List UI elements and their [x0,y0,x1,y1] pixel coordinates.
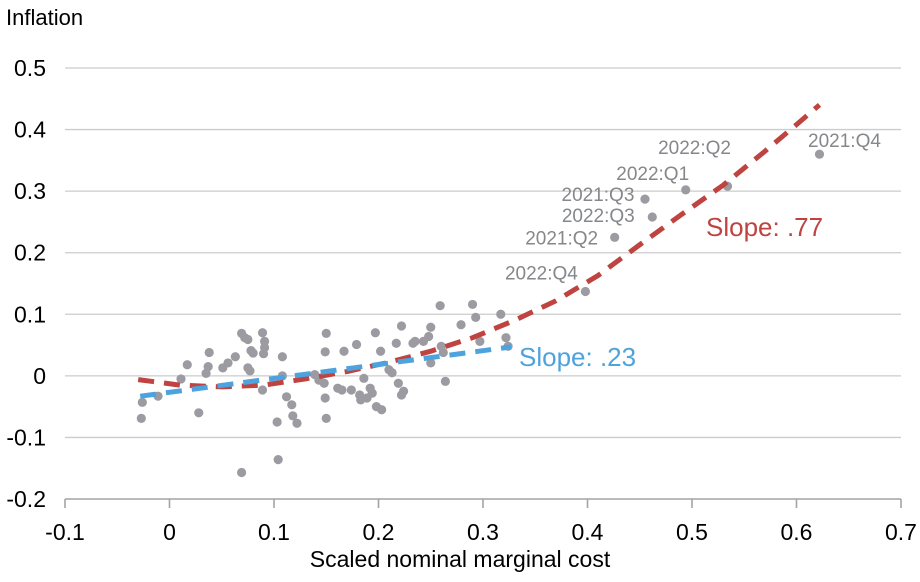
scatter-point [277,352,287,362]
point-label: 2022:Q3 [562,206,635,227]
scatter-point [281,392,292,402]
scatter-point-labeled [681,185,691,195]
x-tick-label: 0.7 [885,519,917,545]
scatter-point [398,386,409,396]
scatter-point [501,333,511,343]
y-tick-label: -0.2 [6,486,46,512]
y-tick-label: 0.3 [14,178,46,204]
x-tick-label: 0.5 [676,519,708,545]
scatter-point [223,358,233,368]
scatter-point [321,328,331,338]
blue-slope-annotation: Slope: .23 [519,342,637,372]
scatter-point [257,385,268,395]
scatter-point [351,339,362,350]
y-tick-label: -0.1 [6,424,46,450]
scatter-point [137,397,147,407]
scatter-point-labeled [580,286,591,297]
scatter-point [319,378,329,388]
scatter-point [136,413,146,423]
scatter-point [272,417,282,427]
scatter-point [257,328,268,338]
scatter-point [471,312,481,322]
scatter-point [370,328,380,338]
scatter-point [292,418,302,428]
x-tick-label: 0.3 [467,519,499,545]
scatter-point [203,362,213,372]
scatter-point [391,338,401,348]
scatter-point [320,393,330,403]
scatter-point-labeled [647,212,657,222]
scatter-point [496,309,506,319]
y-axis-title: Inflation [6,5,84,30]
point-label: 2021:Q3 [562,185,635,206]
scatter-point [375,346,386,356]
scatter-point [204,347,214,358]
scatter-point [273,454,283,465]
y-tick-label: 0.2 [14,240,46,266]
scatter-point [258,349,269,359]
quadratic-fit-line [137,103,822,390]
x-tick-label: 0.4 [572,519,604,545]
y-tick-label: 0.5 [14,55,46,81]
scatter-point [424,331,434,342]
y-tick-label: 0 [33,363,46,389]
scatter-point [387,368,397,378]
x-tick-label: 0.2 [363,519,395,545]
scatter-point [176,374,186,384]
point-label: 2021:Q2 [525,228,598,249]
scatter-point [339,346,349,356]
scatter-point [321,413,331,423]
point-label: 2022:Q2 [658,138,731,159]
scatter-point [410,336,420,346]
scatter-point [287,400,297,410]
scatter-point [475,336,485,346]
scatter-point [182,360,192,370]
scatter-point [396,321,407,331]
x-axis-title: Scaled nominal marginal cost [309,546,611,572]
scatter-point-labeled [814,149,825,159]
scatter-point [346,385,356,395]
point-label: 2021:Q4 [808,131,881,152]
scatter-point [194,408,204,418]
x-tick-label: 0.1 [258,519,290,545]
scatter-point-labeled [610,232,620,242]
point-label: 2022:Q1 [616,164,689,185]
scatter-point [359,373,369,383]
scatter-point [230,352,240,362]
scatter-point [245,366,255,376]
scatter-point [248,348,258,358]
x-tick-label: -0.1 [45,519,85,545]
scatter-point [393,378,403,388]
x-tick-label: 0 [163,519,176,545]
scatter-point [456,320,466,330]
scatter-point-labeled [640,194,650,204]
red-slope-annotation: Slope: .77 [706,212,824,242]
scatter-point [320,347,330,357]
scatter-point [237,467,247,478]
scatter-point [438,347,448,358]
scatter-point [377,405,387,415]
scatter-point [337,385,347,395]
scatter-point [435,301,445,311]
scatter-point [243,334,253,345]
scatter-point [426,358,436,368]
scatter-point [288,411,298,421]
y-tick-label: 0.1 [14,301,46,327]
point-label: 2022:Q4 [505,264,578,285]
x-tick-label: 0.6 [781,519,813,545]
y-tick-label: 0.4 [14,117,46,143]
scatter-point [426,322,436,332]
scatter-point [467,299,478,310]
scatter-point [367,388,377,398]
scatter-point [440,376,450,386]
linear-fit-line [139,344,512,399]
